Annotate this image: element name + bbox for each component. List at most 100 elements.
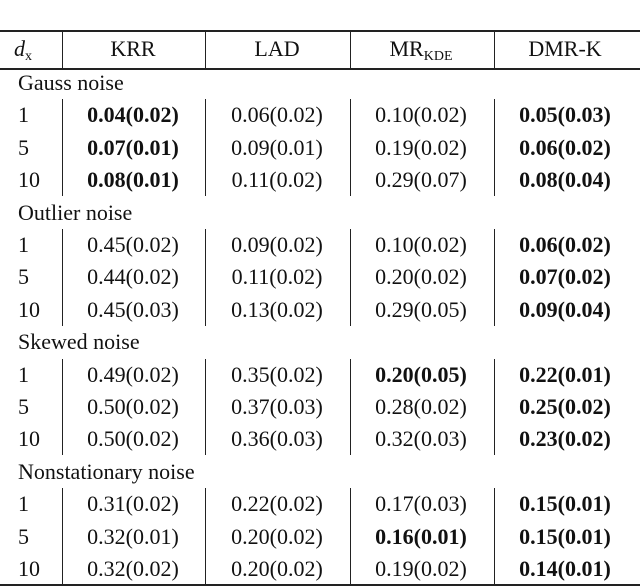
value-cell: 0.32(0.02) [87,556,179,581]
value-cell: 0.10(0.02) [375,232,467,257]
value-cell: 0.09(0.04) [519,296,611,322]
dx-cell: 1 [18,232,29,257]
value-cell: 0.08(0.01) [87,167,179,193]
value-cell: 0.20(0.02) [375,264,467,290]
value-cell: 0.37(0.03) [231,394,323,419]
value-cell: 0.45(0.02) [87,232,179,257]
value-cell: 0.07(0.01) [87,134,179,160]
column-rule [205,229,207,326]
dx-cell: 5 [18,134,29,160]
column-rule [350,99,352,197]
value-cell: 0.07(0.02) [519,264,611,290]
dx-cell: 5 [18,264,29,290]
value-cell: 0.05(0.03) [519,102,611,128]
value-cell: 0.16(0.01) [375,523,467,549]
value-cell: 0.20(0.02) [231,556,323,581]
column-rule [205,488,207,585]
rule [0,68,640,70]
column-rule [350,30,352,68]
value-cell: 0.19(0.02) [375,556,467,581]
header-subscript: KDE [423,49,453,64]
header-cell: dx [14,34,32,64]
value-cell: 0.11(0.02) [231,167,323,193]
value-cell: 0.17(0.03) [375,491,467,517]
value-cell: 0.15(0.01) [519,523,611,549]
column-rule [62,358,64,456]
header-cell: DMR-K [528,34,601,64]
rule [0,30,640,32]
header-cell: KRR [110,34,155,64]
value-cell: 0.50(0.02) [87,426,179,452]
value-cell: 0.31(0.02) [87,491,179,517]
dx-cell: 10 [18,296,40,322]
value-cell: 0.04(0.02) [87,102,179,128]
header-cell: LAD [254,34,299,64]
dx-cell: 5 [18,523,29,549]
value-cell: 0.32(0.03) [375,426,467,452]
column-rule [62,229,64,326]
header-subscript: x [25,49,32,64]
value-cell: 0.20(0.02) [231,523,323,549]
value-cell: 0.08(0.04) [519,167,611,193]
value-cell: 0.06(0.02) [519,232,611,257]
value-cell: 0.19(0.02) [375,134,467,160]
column-rule [494,358,496,456]
value-cell: 0.36(0.03) [231,426,323,452]
column-rule [62,99,64,197]
column-rule [205,30,207,68]
value-cell: 0.29(0.07) [375,167,467,193]
column-rule [62,30,64,68]
value-cell: 0.06(0.02) [231,102,323,128]
header-text: LAD [254,36,300,61]
column-rule [62,488,64,585]
dx-cell: 1 [18,491,29,517]
column-rule [494,229,496,326]
group-title: Gauss noise [18,70,124,95]
header-text: DMR-K [528,36,602,61]
value-cell: 0.49(0.02) [87,361,179,387]
dx-cell: 1 [18,102,29,128]
value-cell: 0.25(0.02) [519,394,611,419]
column-rule [205,358,207,456]
column-rule [350,358,352,456]
column-rule [205,99,207,197]
group-title: Outlier noise [18,199,133,225]
value-cell: 0.14(0.01) [519,556,611,581]
dx-cell: 10 [18,426,40,452]
dx-cell: 5 [18,394,29,419]
value-cell: 0.44(0.02) [87,264,179,290]
header-text: d [14,36,25,61]
value-cell: 0.45(0.03) [87,296,179,322]
value-cell: 0.10(0.02) [375,102,467,128]
value-cell: 0.35(0.02) [231,361,323,387]
dx-cell: 1 [18,361,29,387]
column-rule [350,229,352,326]
value-cell: 0.29(0.05) [375,296,467,322]
value-cell: 0.23(0.02) [519,426,611,452]
dx-cell: 10 [18,167,40,193]
value-cell: 0.09(0.02) [231,232,323,257]
value-cell: 0.15(0.01) [519,491,611,517]
rule [0,584,640,586]
value-cell: 0.06(0.02) [519,134,611,160]
value-cell: 0.09(0.01) [231,134,323,160]
value-cell: 0.20(0.05) [375,361,467,387]
value-cell: 0.11(0.02) [231,264,323,290]
dx-cell: 10 [18,556,40,581]
column-rule [350,488,352,585]
column-rule [494,99,496,197]
value-cell: 0.32(0.01) [87,523,179,549]
column-rule [494,488,496,585]
value-cell: 0.22(0.02) [231,491,323,517]
value-cell: 0.22(0.01) [519,361,611,387]
column-rule [494,30,496,68]
header-cell: MRKDE [389,34,452,64]
value-cell: 0.13(0.02) [231,296,323,322]
header-text: KRR [110,36,156,61]
header-text: MR [389,36,424,61]
group-title: Nonstationary noise [18,458,195,484]
value-cell: 0.50(0.02) [87,394,179,419]
group-title: Skewed noise [18,329,140,355]
value-cell: 0.28(0.02) [375,394,467,419]
